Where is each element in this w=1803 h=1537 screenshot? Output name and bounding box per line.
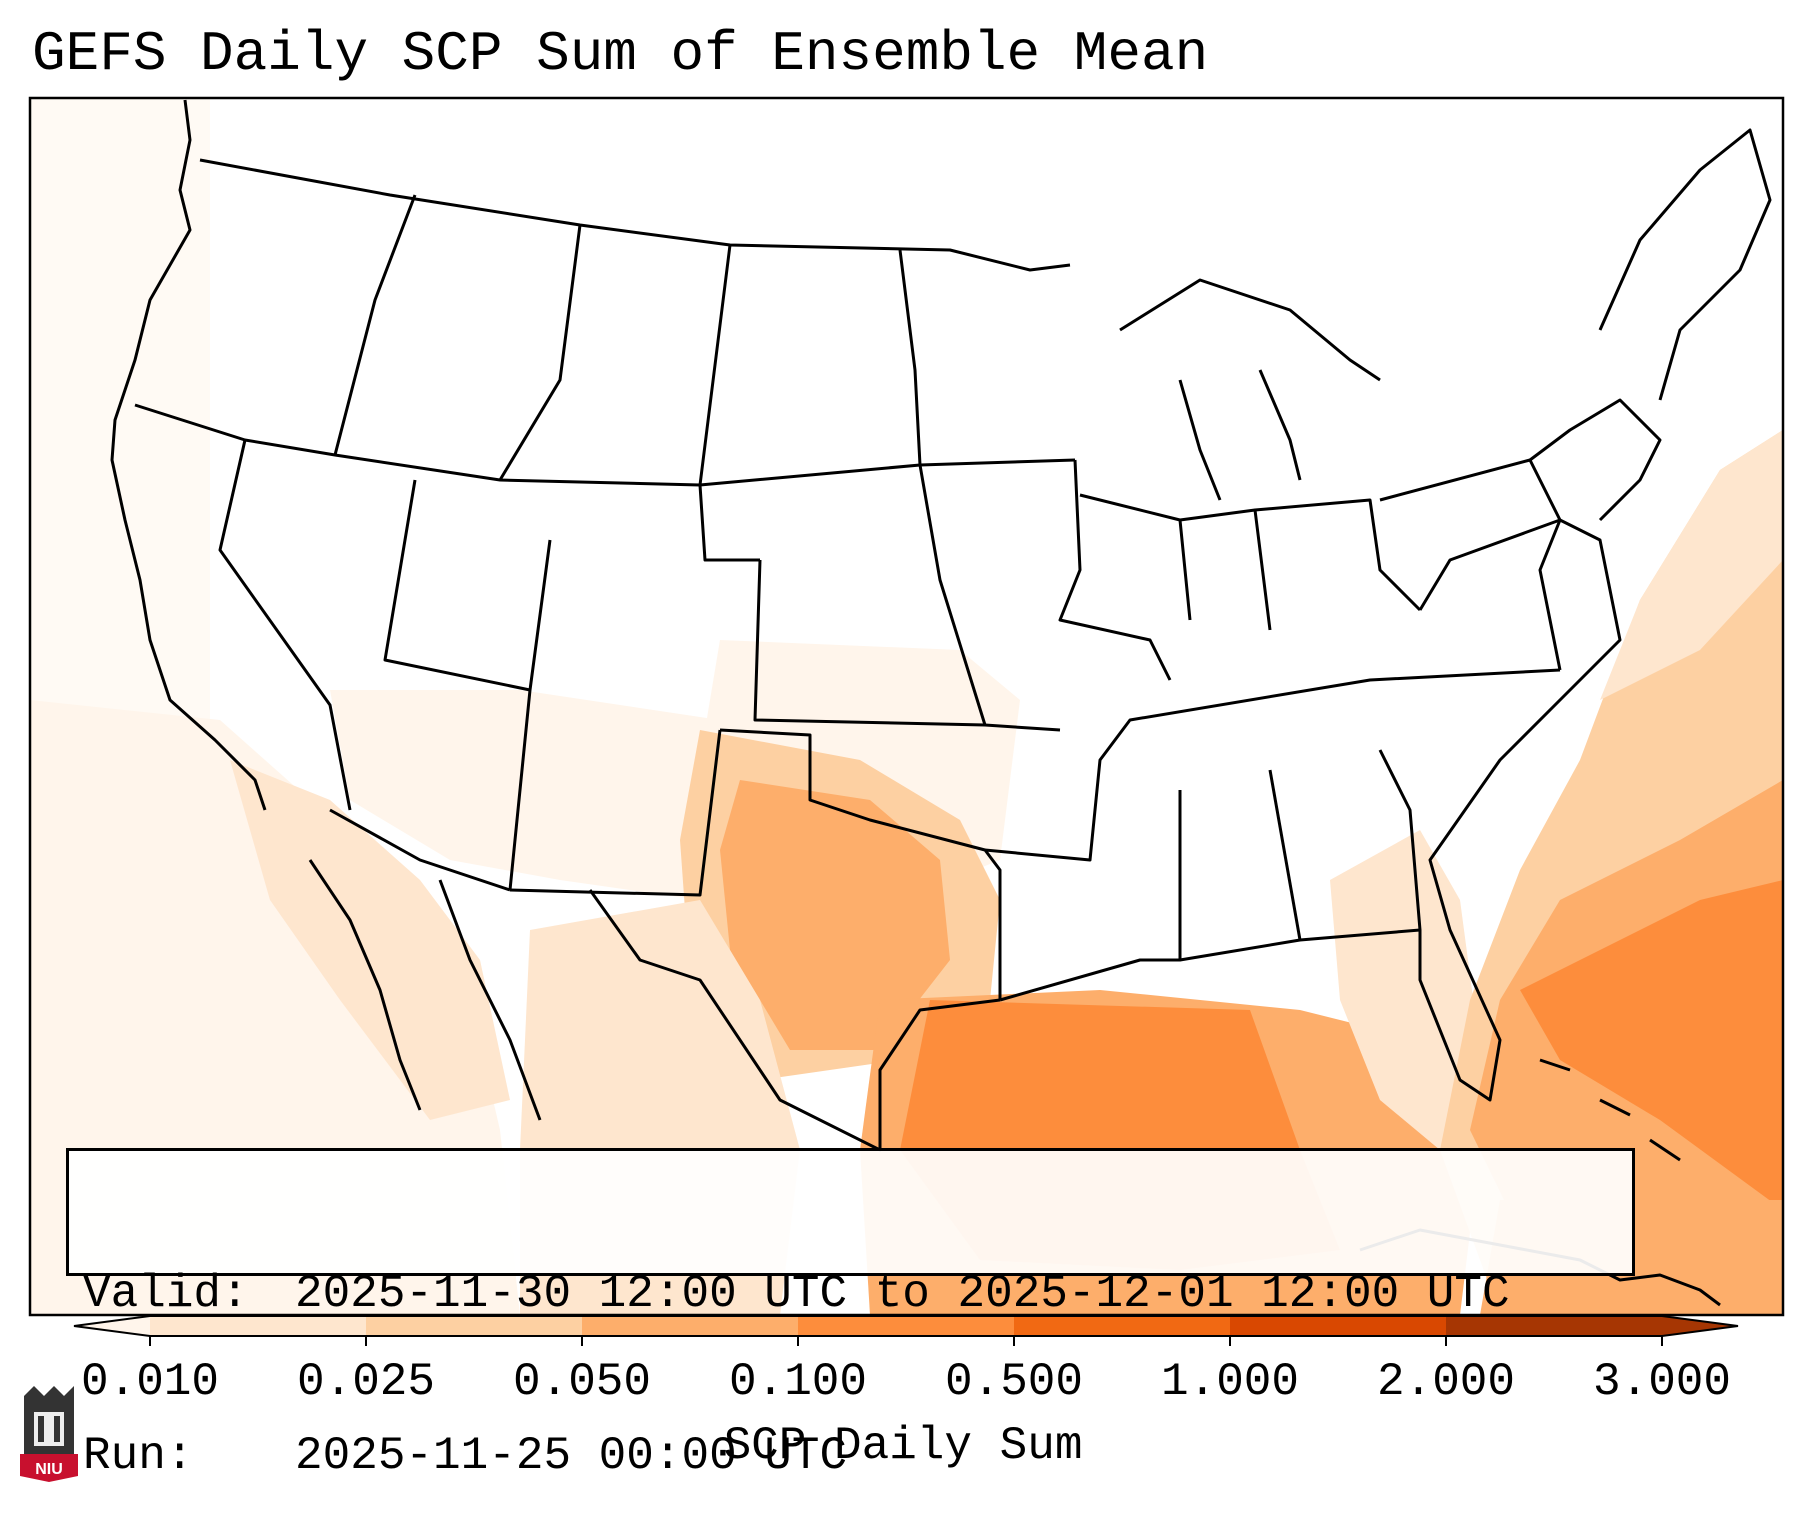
run-row: Run: 2025-11-25 00:00 UTC	[83, 1429, 1618, 1483]
colorbar-segment	[1014, 1316, 1231, 1336]
colorbar-title: SCP Daily Sum	[723, 1420, 1083, 1472]
valid-label: Valid:	[83, 1268, 249, 1320]
colorbar-segment	[582, 1316, 799, 1336]
logo-text: NIU	[35, 1461, 63, 1478]
valid-row: Valid: 2025-11-30 12:00 UTC to 2025-12-01…	[83, 1267, 1618, 1321]
colorbar-tick-label: 0.010	[80, 1356, 220, 1408]
map-title: GEFS Daily SCP Sum of Ensemble Mean	[32, 22, 1209, 86]
colorbar-segment	[798, 1316, 1015, 1336]
colorbar-tick-label: 0.100	[728, 1356, 868, 1408]
colorbar-tick-label: 3.000	[1592, 1356, 1732, 1408]
state-borders	[110, 99, 1772, 1307]
colorbar	[73, 1315, 1739, 1346]
run-value: 2025-11-25 00:00 UTC	[295, 1430, 848, 1482]
colorbar-extend-high	[1662, 1316, 1738, 1336]
colorbar-segment	[1446, 1316, 1663, 1336]
colorbar-extend-low	[74, 1316, 150, 1336]
scp-shading	[30, 98, 1783, 1315]
colorbar-segment	[366, 1316, 583, 1336]
info-box: Valid: 2025-11-30 12:00 UTC to 2025-12-01…	[66, 1148, 1635, 1482]
run-label: Run:	[83, 1430, 194, 1482]
colorbar-tick-label: 2.000	[1376, 1356, 1516, 1408]
colorbar-tick-label: 1.000	[1160, 1356, 1300, 1408]
colorbar-segment	[1230, 1316, 1447, 1336]
colorbar-tick-label: 0.050	[512, 1356, 652, 1408]
colorbar-segment	[150, 1316, 367, 1336]
colorbar-tick-label: 0.025	[296, 1356, 436, 1408]
niu-logo: NIU	[20, 1386, 78, 1482]
colorbar-tick-label: 0.500	[944, 1356, 1084, 1408]
valid-value: 2025-11-30 12:00 UTC to 2025-12-01 12:00…	[295, 1268, 1510, 1320]
